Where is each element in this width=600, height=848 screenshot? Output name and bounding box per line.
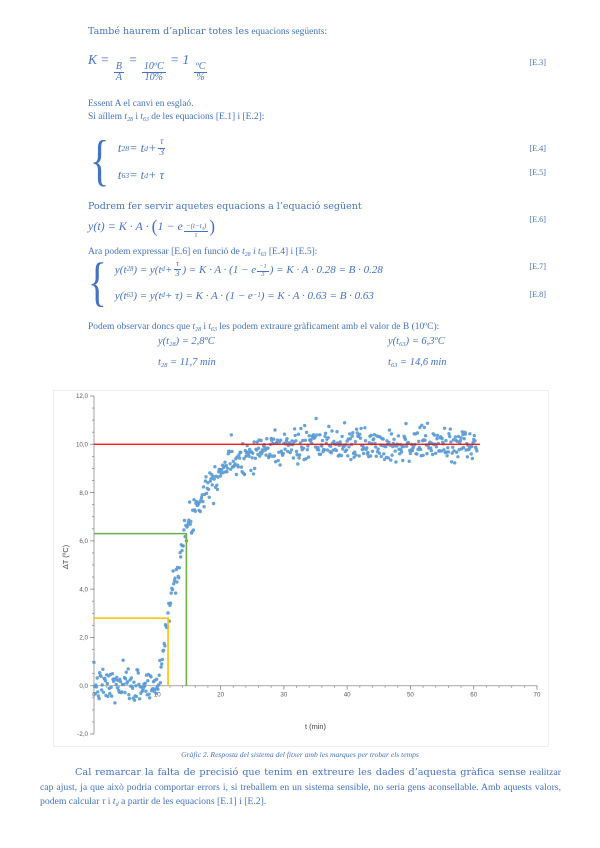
equation-e7: y(t 28) = y(t d + τ 3) = K · A · (1 − e −1 3)… [114,259,383,278]
equation-e6: y(t) = K · A · (1 − e −(t−td) τ) [88,216,216,240]
svg-text:8,0: 8,0 [79,490,88,497]
svg-text:6,0: 6,0 [79,538,88,545]
value-t28: t28 = 11,7 min [158,357,216,369]
t63-marker-line [94,532,188,686]
svg-text:12,0: 12,0 [76,393,89,400]
essent-line: Essent A el canvi en esglaó. [88,99,194,109]
equation-label-e5: [E.5] [529,168,546,177]
t28-marker-line [94,617,169,686]
response-chart: 12,0 10,0 8,0 6,0 4,0 2,0 0,0 -2,0 0 10 20 30 40 50 60… [61,393,541,738]
svg-text:70: 70 [534,692,541,699]
svg-text:4,0: 4,0 [79,586,88,593]
chart-caption: Gràfic 2. Resposta del sistema del fitxe… [181,750,419,759]
tick-labels: 12,0 10,0 8,0 6,0 4,0 2,0 0,0 -2,0 0 10 20 30 40 50 60… [76,393,541,738]
aillem-line: Si aïllem t28 i t63 de les equacions [E.… [88,112,265,123]
svg-text:60: 60 [470,692,477,699]
svg-text:20: 20 [217,692,224,699]
svg-text:0,0: 0,0 [79,683,88,690]
equation-label-e3: [E.3] [529,58,546,67]
closing-paragraph: Cal remarcar la falta de precisió que te… [40,767,561,808]
intro-lead: També haurem d’aplicar totes les [88,26,249,37]
intro-line: També haurem d’aplicar totes les equacio… [88,26,327,39]
y-axis-title: ΔT (ºC) [61,545,70,569]
chart-panel: 12,0 10,0 8,0 6,0 4,0 2,0 0,0 -2,0 0 10 20 30 40 50 60… [53,390,549,747]
left-brace-icon: { [88,251,107,312]
scatter-series [92,416,479,705]
equation-label-e7: [E.7] [529,262,546,271]
podem-line: Podem observar doncs que t28 i t63 les p… [88,322,440,333]
intro-rest: equacions següents: [248,27,328,37]
svg-text:10: 10 [154,692,161,699]
svg-text:-2,0: -2,0 [77,731,88,738]
value-t63: t63 = 14,6 min [388,357,447,369]
svg-text:2,0: 2,0 [79,635,88,642]
equation-e8: y(t 63) = y(t d + τ) = K · A · (1 − e −1) =… [114,289,374,302]
svg-text:50: 50 [407,692,414,699]
equation-label-e8: [E.8] [529,290,546,299]
svg-text:0: 0 [92,692,96,699]
value-y-t63: y(t63) = 6,3ºC [388,336,445,348]
equation-label-e6: [E.6] [529,215,546,224]
equation-system-e7-e8: { y(t 28) = y(t d + τ 3) = K · A · (1 − e −1… [88,251,383,312]
value-y-t28: y(t28) = 2,8ºC [158,336,215,348]
equation-label-e4: [E.4] [529,144,546,153]
podrem-line: Podrem fer servir aquetes equacions a l’… [88,201,362,212]
svg-text:40: 40 [344,692,351,699]
svg-text:30: 30 [280,692,287,699]
left-brace-icon: { [90,129,110,192]
axis-titles: t (min) ΔT (ºC) [61,545,326,731]
svg-text:10,0: 10,0 [76,441,89,448]
x-axis-title: t (min) [305,722,326,731]
ara-line: Ara podem expressar [E.6] en funció de t… [88,247,318,258]
